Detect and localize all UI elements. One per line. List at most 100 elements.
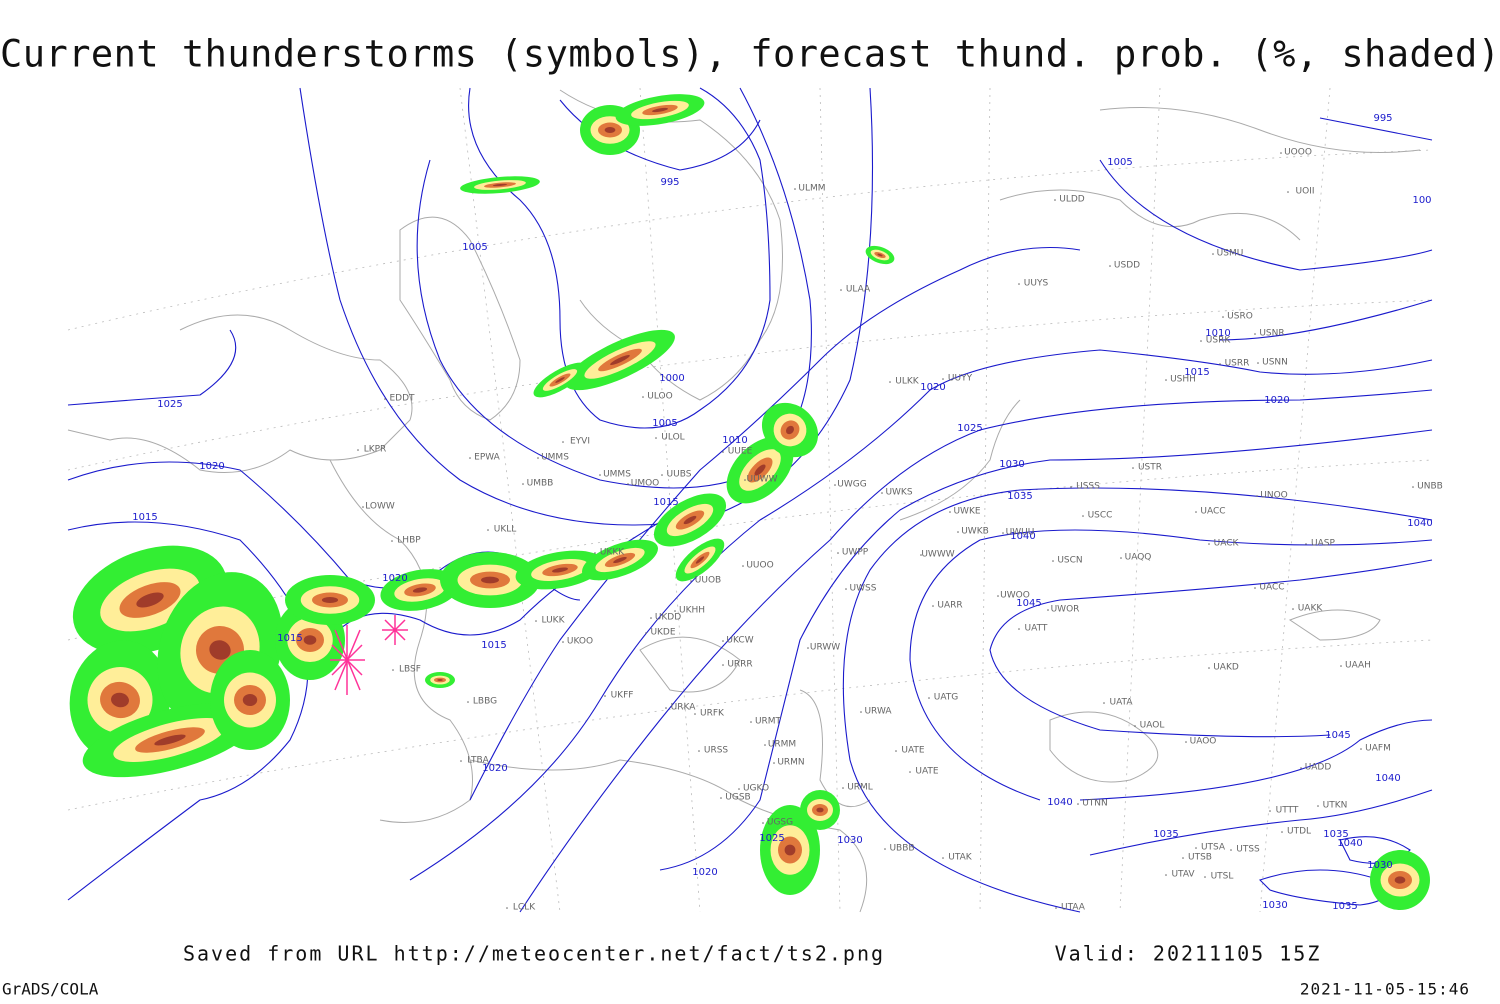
station-code: LBBG: [473, 697, 497, 707]
shade-top: [816, 807, 824, 813]
station-code: UUWW: [747, 475, 778, 485]
station-dot: [1109, 265, 1111, 267]
station-code: UKDD: [655, 613, 681, 623]
isobar-label: 1040: [1375, 773, 1400, 784]
station-code: LKPR: [364, 445, 387, 455]
station-dot: [997, 595, 999, 597]
station-dot: [750, 721, 752, 723]
station-code: ULKK: [895, 377, 920, 387]
station-dot: [1204, 876, 1206, 878]
station-code: UTTT: [1276, 806, 1299, 816]
station-dot: [627, 483, 629, 485]
station-code: USRO: [1227, 312, 1253, 322]
thunderstorm-probability-shading: [69, 94, 1430, 910]
station-code: UWKB: [961, 527, 989, 537]
isobar-label: 1020: [199, 461, 224, 472]
isobar-label: 1025: [759, 833, 784, 844]
station-dot: [1052, 560, 1054, 562]
thunderstorm-symbols: [330, 615, 408, 695]
station-code: URSS: [704, 746, 729, 756]
isobar-label: 1005: [462, 242, 487, 253]
station-dot: [357, 449, 359, 451]
station-code: UADD: [1305, 763, 1332, 773]
station-code: UUOO: [746, 561, 773, 571]
shade-top: [209, 640, 231, 660]
station-dot: [1120, 557, 1122, 559]
station-dot: [928, 697, 930, 699]
station-dot: [467, 701, 469, 703]
station-code: UACK: [1214, 539, 1240, 549]
station-code: UUYS: [1024, 279, 1049, 289]
station-dot: [599, 474, 601, 476]
station-code: UTSA: [1201, 843, 1226, 853]
station-dot: [604, 695, 606, 697]
isobar-label: 1020: [692, 867, 717, 878]
station-dot: [690, 580, 692, 582]
shade-top: [242, 694, 258, 706]
timestamp: 2021-11-05-15:46: [1300, 980, 1470, 999]
station-dot: [1195, 847, 1197, 849]
station-dot: [1254, 587, 1256, 589]
station-dot: [949, 511, 951, 513]
station-dot: [665, 707, 667, 709]
isobar-label: 1020: [482, 763, 507, 774]
station-dot: [1230, 849, 1232, 851]
station-dot: [842, 787, 844, 789]
shade-top: [604, 127, 616, 133]
shade-top: [877, 253, 883, 257]
station-code: USNN: [1262, 358, 1288, 368]
station-dot: [837, 552, 839, 554]
station-code: UWKE: [953, 507, 980, 517]
shade-top: [492, 183, 508, 187]
station-dot: [720, 797, 722, 799]
station-dot: [1165, 874, 1167, 876]
isobar-label: 995: [660, 177, 679, 188]
station-dot: [1002, 532, 1004, 534]
station-dot: [762, 822, 764, 824]
station-code: UTSL: [1211, 872, 1234, 882]
station-dot: [594, 552, 596, 554]
station-code: UTAA: [1061, 903, 1086, 913]
station-code: UOII: [1296, 187, 1315, 197]
station-dot: [909, 771, 911, 773]
shade-top: [555, 377, 565, 383]
station-dot: [834, 484, 836, 486]
shade-top: [610, 355, 630, 365]
isobar-label: 1035: [1153, 829, 1178, 840]
station-dot: [1317, 805, 1319, 807]
station-code: UAKK: [1298, 604, 1324, 614]
station-dot: [1132, 467, 1134, 469]
isobar-label: 1000: [659, 373, 684, 384]
station-code: UGSG: [767, 818, 793, 828]
station-dot: [895, 750, 897, 752]
station-code: USSS: [1076, 482, 1100, 492]
station-code: UMMS: [541, 453, 569, 463]
station-code: UTAK: [948, 853, 973, 863]
station-code: UARR: [937, 601, 962, 611]
station-code: UAFM: [1365, 744, 1391, 754]
software-credit: GrADS/COLA: [2, 980, 99, 999]
isobar-label: 1025: [957, 423, 982, 434]
station-dot: [1165, 379, 1167, 381]
station-code: URMN: [777, 758, 804, 768]
station-code: URRR: [727, 660, 752, 670]
station-dot: [460, 760, 462, 762]
station-code: LTBA: [467, 756, 489, 766]
station-dot: [1182, 857, 1184, 859]
station-code: ULDD: [1059, 195, 1085, 205]
isobar-label: 1030: [1367, 860, 1392, 871]
station-dot: [1300, 767, 1302, 769]
station-dot: [773, 762, 775, 764]
isobar-label: 1030: [999, 459, 1024, 470]
station-dot: [1257, 362, 1259, 364]
shade-top: [321, 597, 339, 603]
station-dot: [932, 605, 934, 607]
shade-top: [786, 425, 794, 435]
station-code: LCLK: [513, 903, 536, 913]
station-code: UTNN: [1082, 799, 1108, 809]
station-code: UWOO: [1000, 591, 1030, 601]
station-code: UAQQ: [1125, 553, 1152, 563]
station-code: USDD: [1114, 261, 1140, 271]
station-code: UACC: [1200, 507, 1225, 517]
station-dot: [674, 610, 676, 612]
